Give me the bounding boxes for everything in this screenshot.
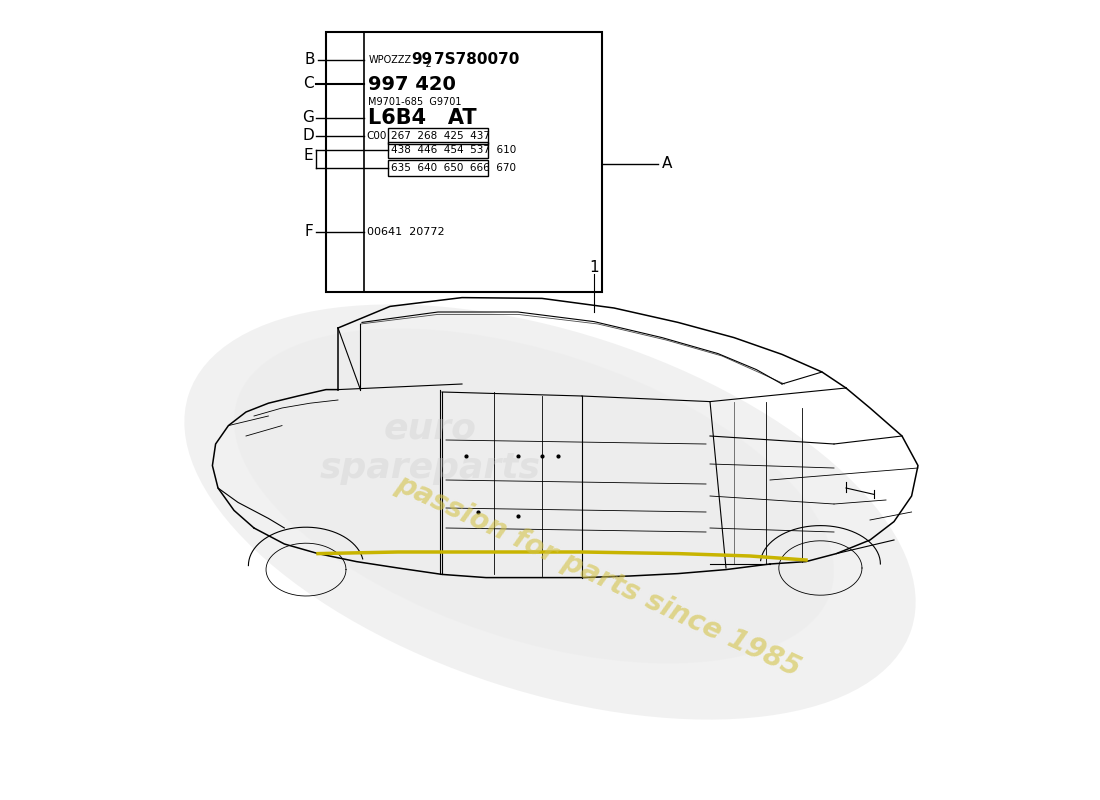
- Text: 1: 1: [590, 261, 598, 275]
- Text: C: C: [304, 77, 313, 91]
- Text: A: A: [662, 157, 672, 171]
- Text: z: z: [426, 59, 431, 69]
- Text: D: D: [302, 129, 315, 143]
- Text: euro
spareparts: euro spareparts: [319, 411, 540, 485]
- Text: 997 420: 997 420: [368, 74, 456, 94]
- Text: 7S780070: 7S780070: [434, 52, 519, 66]
- Text: 99: 99: [410, 52, 432, 66]
- Text: L6B4   AT: L6B4 AT: [368, 108, 477, 127]
- Text: E: E: [304, 149, 313, 163]
- Bar: [326, 32, 602, 292]
- Text: 00641  20772: 00641 20772: [366, 227, 444, 237]
- Text: G: G: [302, 110, 315, 125]
- Bar: [388, 142, 488, 158]
- Text: F: F: [304, 225, 312, 239]
- Text: passion for parts since 1985: passion for parts since 1985: [392, 470, 805, 682]
- Bar: [388, 128, 488, 144]
- Text: C00: C00: [366, 131, 387, 141]
- Text: B: B: [305, 53, 316, 67]
- Bar: [388, 160, 488, 176]
- Text: 267  268  425  437: 267 268 425 437: [390, 131, 490, 141]
- Text: 635  640  650  666  670: 635 640 650 666 670: [390, 163, 516, 173]
- Text: M9701-685  G9701: M9701-685 G9701: [368, 98, 462, 107]
- Text: 438  446  454  537  610: 438 446 454 537 610: [390, 146, 516, 155]
- Ellipse shape: [234, 329, 834, 663]
- Ellipse shape: [185, 305, 915, 719]
- Text: WPOZZZ: WPOZZZ: [368, 55, 411, 65]
